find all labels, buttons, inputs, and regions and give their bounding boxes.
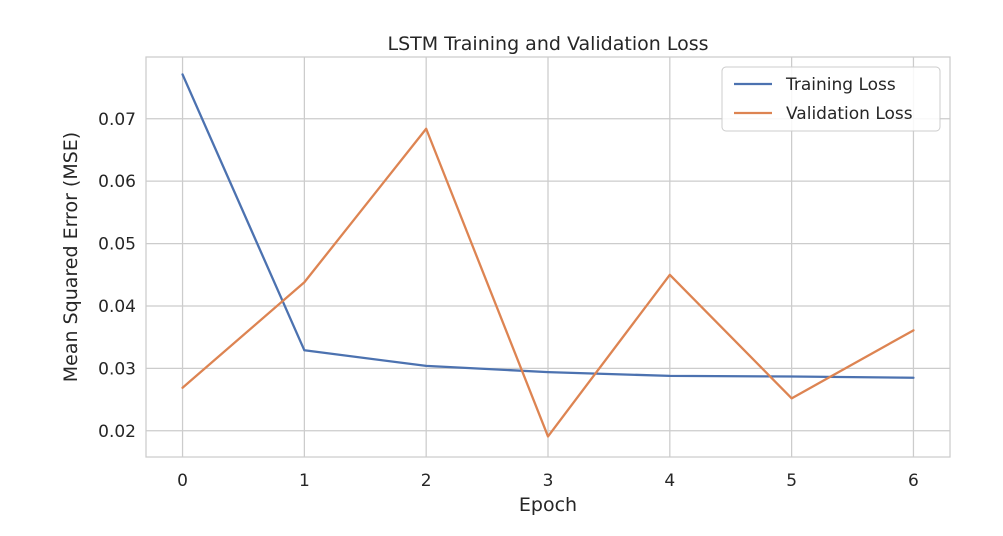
- y-tick-label: 0.07: [98, 110, 136, 130]
- legend-box: [721, 66, 941, 132]
- legend-label-validation: Validation Loss: [786, 104, 913, 124]
- y-tick-label: 0.03: [98, 359, 136, 379]
- x-tick-label: 3: [543, 471, 554, 491]
- chart-title: LSTM Training and Validation Loss: [387, 33, 708, 55]
- x-tick-label: 4: [664, 471, 675, 491]
- series-line-validation-loss: [181, 127, 915, 438]
- y-tick-label: 0.05: [98, 235, 136, 255]
- series-line-training-loss: [181, 73, 915, 379]
- x-axis-label: Epoch: [519, 494, 577, 516]
- x-tick-label: 1: [299, 471, 310, 491]
- y-tick-labels: 0.02 0.03 0.04 0.05 0.06 0.07: [98, 110, 136, 442]
- x-tick-labels: 0 1 2 3 4 5 6: [177, 471, 919, 491]
- legend: Training Loss Validation Loss: [721, 66, 941, 132]
- x-tick-label: 6: [908, 471, 919, 491]
- x-tick-label: 2: [421, 471, 432, 491]
- y-tick-label: 0.06: [98, 172, 136, 192]
- y-axis-label: Mean Squared Error (MSE): [60, 132, 82, 382]
- legend-label-training: Training Loss: [785, 75, 896, 95]
- y-tick-label: 0.04: [98, 297, 136, 317]
- x-tick-label: 0: [177, 471, 188, 491]
- y-tick-label: 0.02: [98, 422, 136, 442]
- series-lines: [181, 73, 915, 438]
- x-gridlines: [181, 57, 915, 457]
- y-gridlines: [146, 118, 950, 432]
- x-tick-label: 5: [786, 471, 797, 491]
